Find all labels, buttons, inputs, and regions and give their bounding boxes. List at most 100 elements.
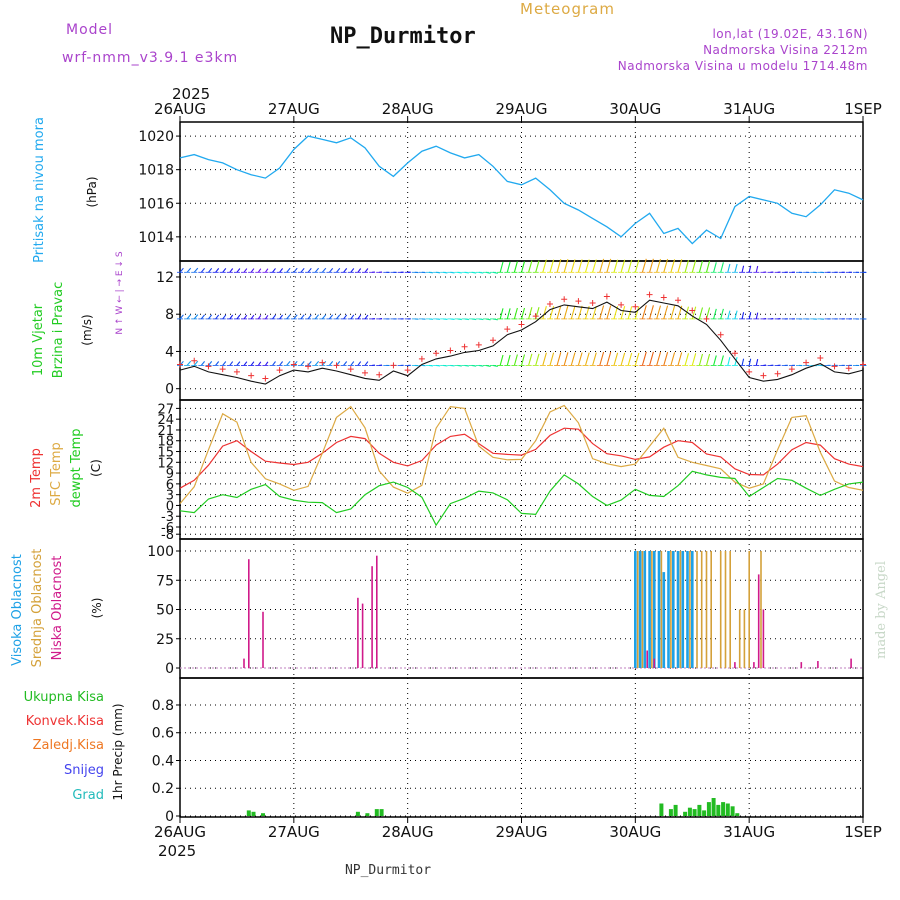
wind-barb [243, 268, 248, 273]
mid-cloud-bar [636, 551, 639, 668]
high-cloud-bar [667, 551, 670, 668]
y-tick-label: 15 [157, 446, 174, 461]
wind-barb [563, 352, 569, 366]
wind-barb [243, 314, 248, 320]
low-cloud-bar [646, 650, 648, 668]
date-tick-bottom: 31AUG [723, 823, 775, 841]
wind-barb [634, 352, 640, 366]
high-cloud-bar [643, 551, 647, 668]
wind-barb [528, 353, 533, 366]
precip-bar [716, 804, 721, 816]
wind-barb [634, 259, 640, 273]
year-label-bottom: 2025 [158, 842, 196, 860]
wind-gust-marker [618, 301, 625, 308]
precip-bar [261, 813, 265, 816]
wind-barb [328, 267, 334, 273]
y-tick-label: 0 [165, 809, 174, 825]
precip-bar [721, 802, 726, 816]
wind-barb [314, 267, 320, 273]
wind-barb [535, 260, 540, 273]
wind-barb [663, 258, 669, 273]
date-tick-top: 28AUG [382, 100, 434, 118]
mid-cloud-bar [710, 551, 712, 668]
wind-gust-marker [262, 375, 269, 382]
wind-barb [705, 307, 711, 320]
high-cloud-bar [662, 572, 666, 668]
wind-barb [705, 260, 711, 273]
wind-barb [528, 260, 533, 273]
wind-barb [343, 314, 348, 320]
wind-gust-marker [319, 359, 326, 366]
lonlat-text: lon,lat (19.02E, 43.16N) [712, 27, 868, 41]
wind-barb [279, 361, 284, 366]
mid-cloud-bar [748, 551, 750, 668]
wind-barb [613, 352, 619, 366]
low-cloud-bar [800, 662, 803, 668]
precip-unit-label: 1hr Precip (mm) [111, 703, 125, 800]
wind-barb [584, 352, 590, 366]
wind-barb [343, 268, 348, 273]
pressure-unit-label: (hPa) [85, 176, 99, 207]
low-cloud-bar [243, 658, 245, 668]
mid-cloud-bar [670, 551, 672, 668]
wind-barb [286, 314, 291, 320]
wind-barb [193, 267, 199, 273]
y-tick-label: -8 [161, 528, 174, 543]
wind-plot [177, 258, 867, 385]
legend-snow: Snijeg [64, 763, 104, 778]
wind-barb [350, 268, 355, 273]
wind-barb [179, 267, 184, 273]
y-tick-label: 21 [157, 424, 174, 439]
wind-barb [200, 361, 206, 366]
wind-barb [328, 361, 334, 366]
wind-barb [741, 312, 745, 320]
date-tick-bottom: 29AUG [496, 823, 548, 841]
wind-barb [307, 267, 312, 273]
wind-barb [691, 260, 697, 273]
cloud-unit-label: (%) [90, 598, 104, 619]
wind-barb [627, 352, 633, 366]
precip-bar [251, 811, 256, 816]
wind-gust-marker [817, 354, 824, 361]
wind-barb [321, 360, 327, 366]
wind-barb [649, 351, 654, 366]
wind-gust-marker [788, 366, 795, 373]
model-name: wrf-nmm_v3.9.1 e3km [62, 50, 238, 66]
precip-bar [379, 809, 384, 816]
mid-cloud-bar [705, 551, 708, 668]
wind-barb [755, 265, 759, 273]
precip-bar [683, 811, 688, 816]
low-cloud-bar [817, 661, 819, 668]
low-cloud-side-label: Niska Oblacnost [50, 556, 65, 661]
wind-barb [179, 314, 184, 320]
precip-bar [659, 803, 664, 816]
wind-gust-marker [561, 296, 568, 303]
wind-barb [577, 352, 583, 366]
y-tick-label: 0 [165, 661, 174, 677]
wind-gust-marker [845, 365, 852, 372]
wind-gust-marker [589, 300, 596, 307]
wind-gust-marker [575, 298, 582, 305]
wind-gust-marker [860, 361, 866, 368]
wind-barb [236, 268, 241, 273]
wind-barb [556, 259, 562, 273]
wind-barb [641, 258, 647, 273]
wind-gust-marker [404, 367, 411, 374]
wind-gust-marker [233, 368, 240, 375]
temperature-plot [179, 404, 864, 527]
date-tick-top: 31AUG [723, 100, 775, 118]
y-tick-label: -6 [161, 521, 174, 536]
wind-barb [535, 307, 540, 320]
wind-barb [663, 305, 669, 320]
wind-barb [734, 310, 738, 320]
pressure-plot [179, 135, 864, 245]
wind-barb [272, 314, 276, 320]
precip-bar [735, 813, 740, 816]
wind-gust-marker [632, 303, 639, 310]
wind-barb [506, 308, 511, 320]
wind-barb [229, 314, 234, 320]
wind-barb [720, 308, 724, 320]
wind-barb [364, 314, 369, 320]
wind-barb [336, 267, 341, 273]
wind-gust-marker [660, 294, 667, 301]
